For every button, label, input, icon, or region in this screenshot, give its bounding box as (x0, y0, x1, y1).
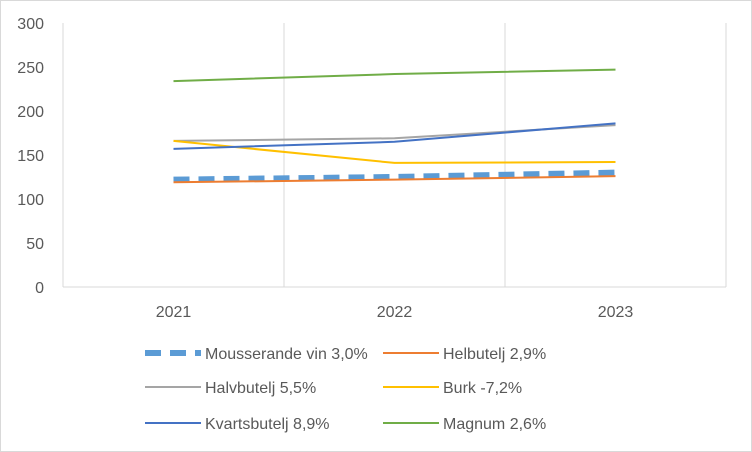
legend-label: Magnum 2,6% (443, 416, 546, 433)
legend-label: Mousserande vin 3,0% (205, 346, 368, 363)
legend-label: Halvbutelj 5,5% (205, 380, 316, 397)
y-tick-label: 250 (17, 60, 44, 77)
x-tick-label: 2023 (598, 304, 634, 321)
legend-label: Helbutelj 2,9% (443, 346, 546, 363)
x-tick-label: 2021 (156, 304, 192, 321)
legend-label: Burk -7,2% (443, 380, 522, 397)
y-tick-label: 300 (17, 16, 44, 33)
series-line (173, 169, 616, 183)
series-line (173, 122, 616, 150)
series-lines (173, 68, 616, 184)
series-line (173, 68, 616, 83)
y-tick-label: 100 (17, 192, 44, 209)
y-tick-label: 150 (17, 148, 44, 165)
series-line (173, 139, 616, 164)
axes (62, 23, 726, 288)
y-tick-label: 0 (35, 280, 44, 297)
x-tick-label: 2022 (377, 304, 413, 321)
legend: Mousserande vin 3,0% Helbutelj 2,9% Halvbu… (145, 346, 546, 433)
y-tick-label: 200 (17, 104, 44, 121)
y-axis-tick-labels: 0 50 100 150 200 250 300 (17, 16, 44, 297)
gridlines (283, 23, 727, 287)
legend-label: Kvartsbutelj 8,9% (205, 416, 330, 433)
y-tick-label: 50 (26, 236, 44, 253)
series-line (173, 124, 616, 142)
x-axis-tick-labels: 2021 2022 2023 (156, 304, 634, 321)
series-line (173, 175, 616, 184)
